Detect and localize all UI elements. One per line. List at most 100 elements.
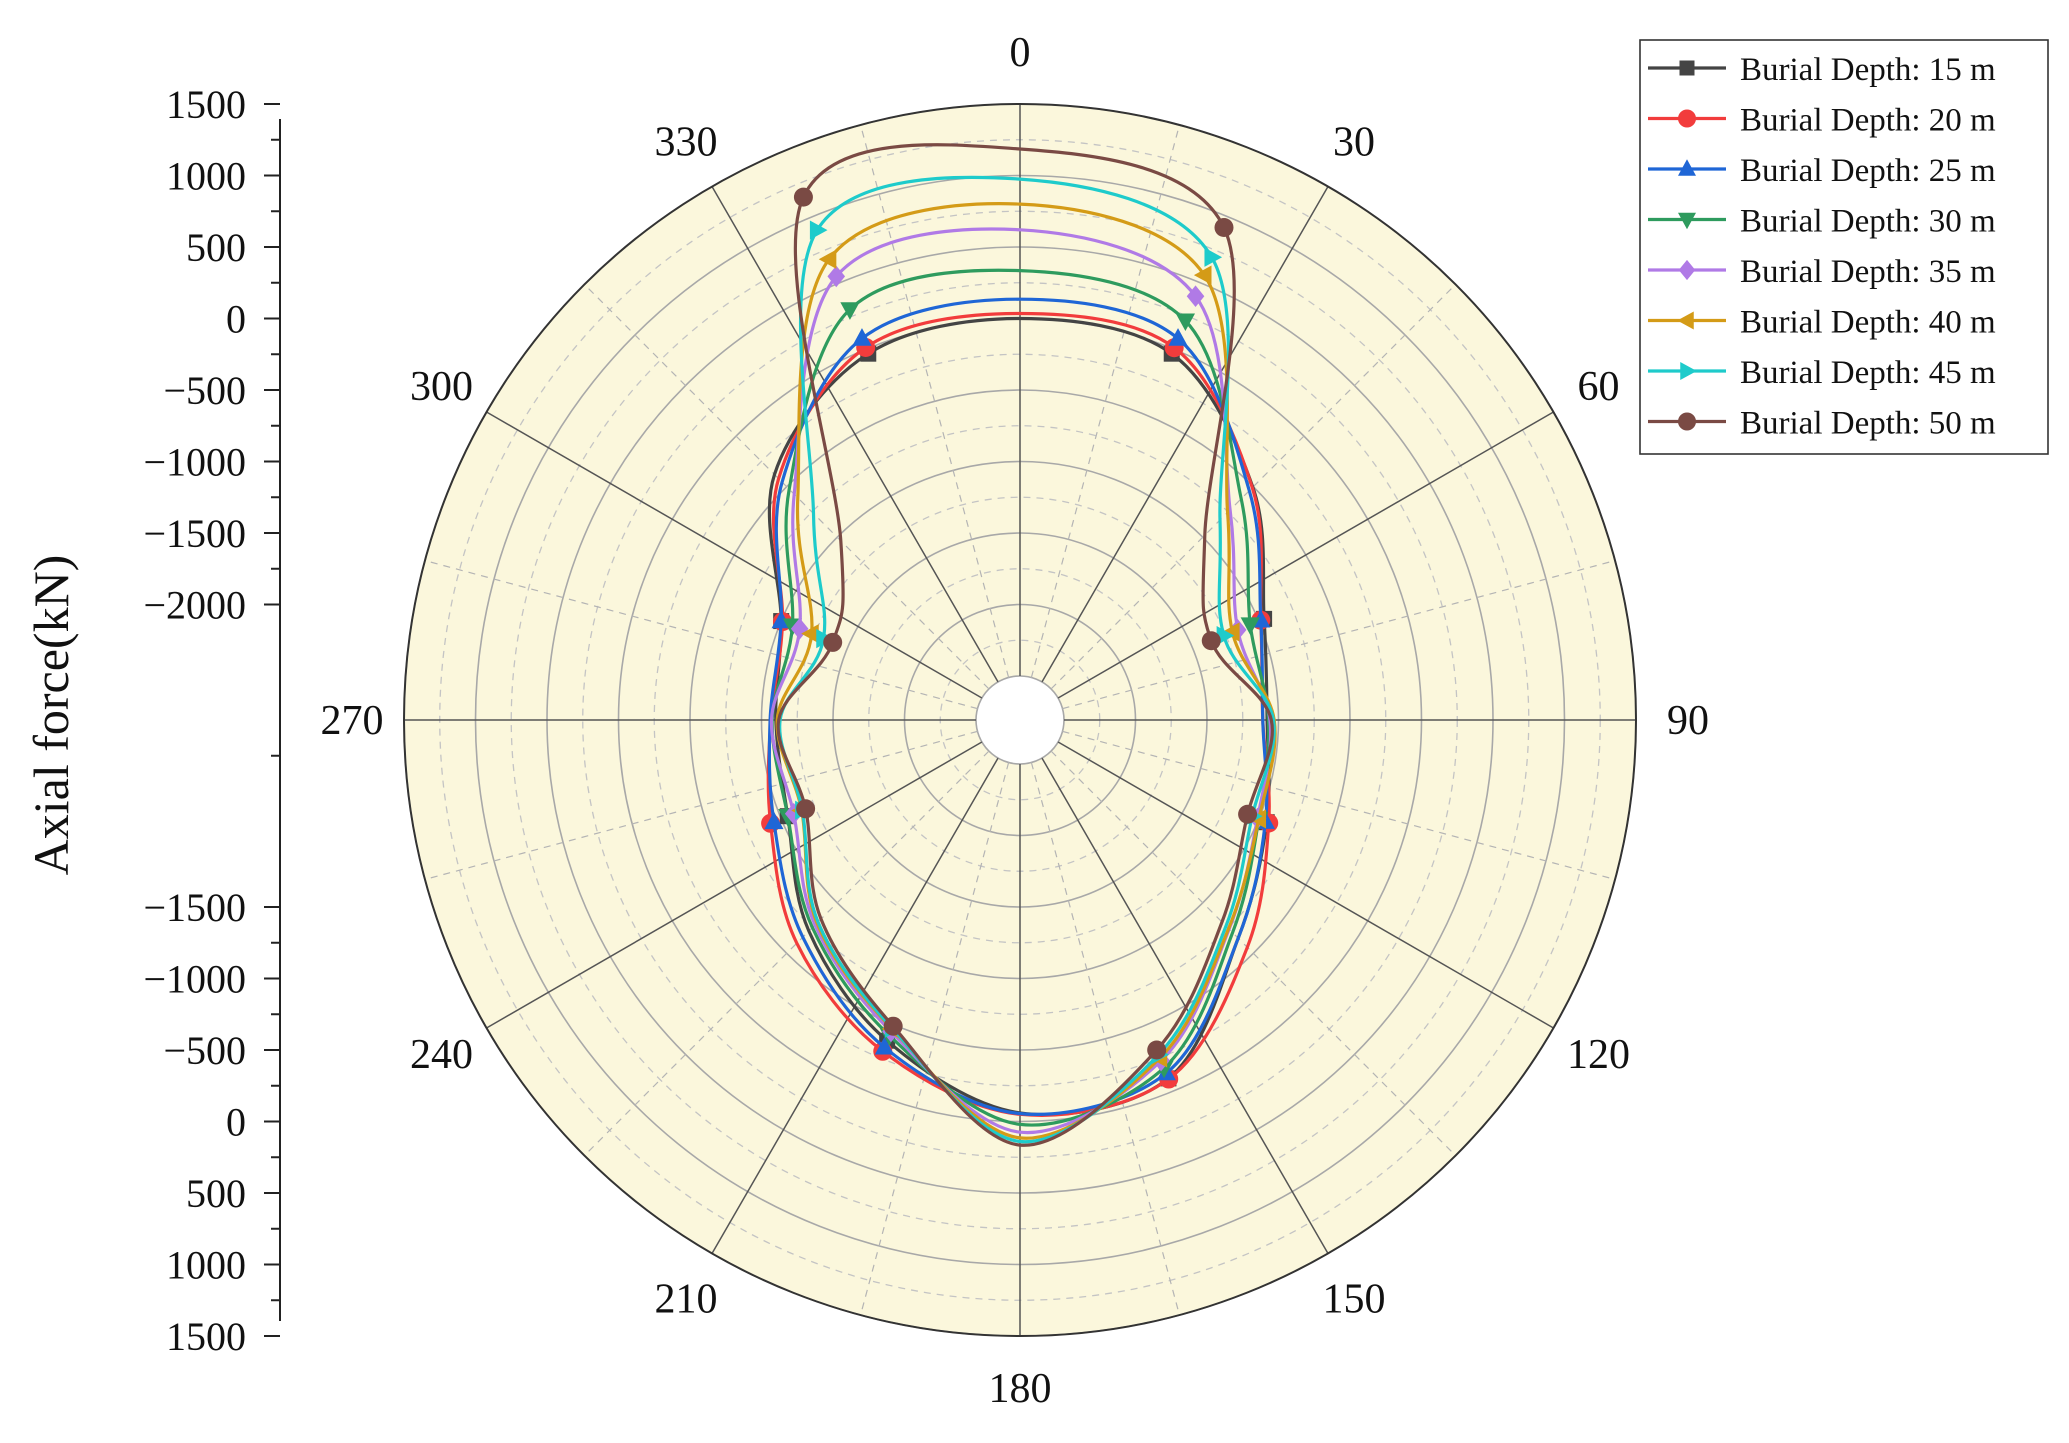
grid-spoke [1030, 124, 1181, 678]
data-point-marker [1678, 212, 1696, 230]
grid-spoke [424, 559, 978, 710]
legend-label: Burial Depth: 15 m [1740, 52, 1996, 88]
angle-tick-label: 120 [1567, 1032, 1630, 1078]
radial-tick-label: 1500 [166, 82, 246, 127]
grid-spoke [583, 750, 990, 1157]
radial-tick-label: −1500 [143, 511, 246, 556]
data-point-marker [1221, 622, 1240, 642]
plot-outer-border [403, 103, 1637, 1337]
series-line [778, 175, 1276, 1144]
grid-spoke [1041, 186, 1329, 683]
data-point-marker [1679, 60, 1695, 76]
radial-tick-label: 1000 [166, 154, 246, 199]
data-point-marker [1147, 1040, 1167, 1060]
data-point-marker [784, 802, 803, 825]
data-point-marker [790, 617, 809, 640]
data-point-marker [1204, 247, 1223, 267]
data-point-marker [1216, 625, 1235, 646]
y-axis-label: Axial force(kN) [23, 555, 79, 876]
legend-label: Burial Depth: 45 m [1740, 355, 1996, 391]
radial-tick-label: −500 [163, 1028, 246, 1073]
data-point-marker [1678, 109, 1696, 128]
series-line [775, 202, 1277, 1140]
grid-spoke [486, 741, 983, 1029]
radial-tick-label: 500 [186, 225, 246, 270]
data-point-marker [840, 302, 860, 320]
series-group [776, 143, 1274, 1147]
grid-spoke [583, 283, 990, 690]
angle-tick-label: 210 [655, 1277, 718, 1323]
data-point-marker [818, 249, 837, 269]
angle-tick-label: 0 [1010, 30, 1031, 76]
grid-spoke [1030, 762, 1181, 1316]
grid-spoke [1050, 750, 1457, 1157]
data-point-marker [1240, 617, 1260, 636]
data-point-marker [852, 328, 872, 346]
data-point-marker [1680, 362, 1697, 380]
radial-tick-label: 1000 [166, 1243, 246, 1288]
data-point-marker [883, 1016, 903, 1036]
legend: Burial Depth: 15 m Burial Depth: 20 m Buri… [1639, 39, 2049, 455]
radial-tick-label: −1500 [143, 885, 246, 930]
data-point-marker [1186, 285, 1205, 308]
radial-tick-label: 0 [226, 1100, 246, 1145]
data-point-marker [1168, 328, 1188, 346]
angle-tick-label: 150 [1323, 1277, 1386, 1323]
series-line [776, 143, 1274, 1147]
legend-label: Burial Depth: 50 m [1740, 406, 1996, 442]
grid-spoke [1062, 730, 1616, 881]
data-point-marker [1175, 313, 1196, 332]
data-point-marker [1238, 804, 1258, 824]
plot-hole [976, 676, 1064, 764]
radial-tick-label: −2000 [143, 583, 246, 628]
radial-tick-label: −1000 [143, 957, 246, 1002]
angle-tick-label: 90 [1667, 698, 1709, 744]
grid-spoke [859, 124, 1010, 678]
legend-label: Burial Depth: 25 m [1740, 153, 1996, 189]
data-point-marker [1678, 412, 1696, 431]
grid-spoke [1062, 559, 1616, 710]
data-point-marker [874, 1036, 895, 1055]
data-point-marker [1193, 265, 1212, 285]
data-point-marker [823, 632, 843, 652]
data-point-marker [793, 187, 813, 207]
grid-spoke [1057, 741, 1554, 1029]
legend-label: Burial Depth: 30 m [1740, 204, 1996, 240]
series-line [770, 268, 1271, 1127]
grid-spoke [1041, 757, 1329, 1254]
angle-tick-label: 60 [1578, 364, 1620, 410]
data-point-marker [827, 265, 846, 288]
series-line [769, 227, 1273, 1135]
series-line [767, 297, 1269, 1116]
data-point-marker [1678, 159, 1696, 176]
data-point-marker [796, 799, 816, 819]
data-point-marker [801, 624, 819, 644]
angle-tick-label: 180 [989, 1366, 1052, 1412]
radial-tick-label: 500 [186, 1171, 246, 1216]
angle-tick-label: 30 [1333, 119, 1375, 165]
legend-label: Burial Depth: 20 m [1740, 103, 1996, 139]
angle-tick-label: 240 [410, 1032, 473, 1078]
grid-spoke [859, 762, 1010, 1316]
radial-tick-label: 0 [226, 297, 246, 342]
grid-spoke [424, 730, 978, 881]
angle-tick-label: 300 [410, 364, 473, 410]
grid-spoke [1057, 411, 1554, 699]
angle-tick-label: 330 [655, 119, 718, 165]
legend-label: Burial Depth: 35 m [1740, 254, 1996, 290]
radial-tick-label: 1500 [166, 1314, 246, 1359]
radial-tick-label: −500 [163, 368, 246, 413]
data-point-marker [809, 220, 828, 240]
data-point-marker [1677, 311, 1694, 330]
data-point-marker [1214, 218, 1234, 238]
legend-box [1639, 39, 2049, 455]
data-point-marker [1201, 631, 1221, 651]
angle-tick-label: 270 [321, 698, 384, 744]
grid-spoke [711, 186, 999, 683]
data-point-marker [1678, 259, 1696, 281]
data-point-marker [764, 811, 784, 830]
grid-spoke [486, 411, 983, 699]
radial-tick-label: −1000 [143, 440, 246, 485]
